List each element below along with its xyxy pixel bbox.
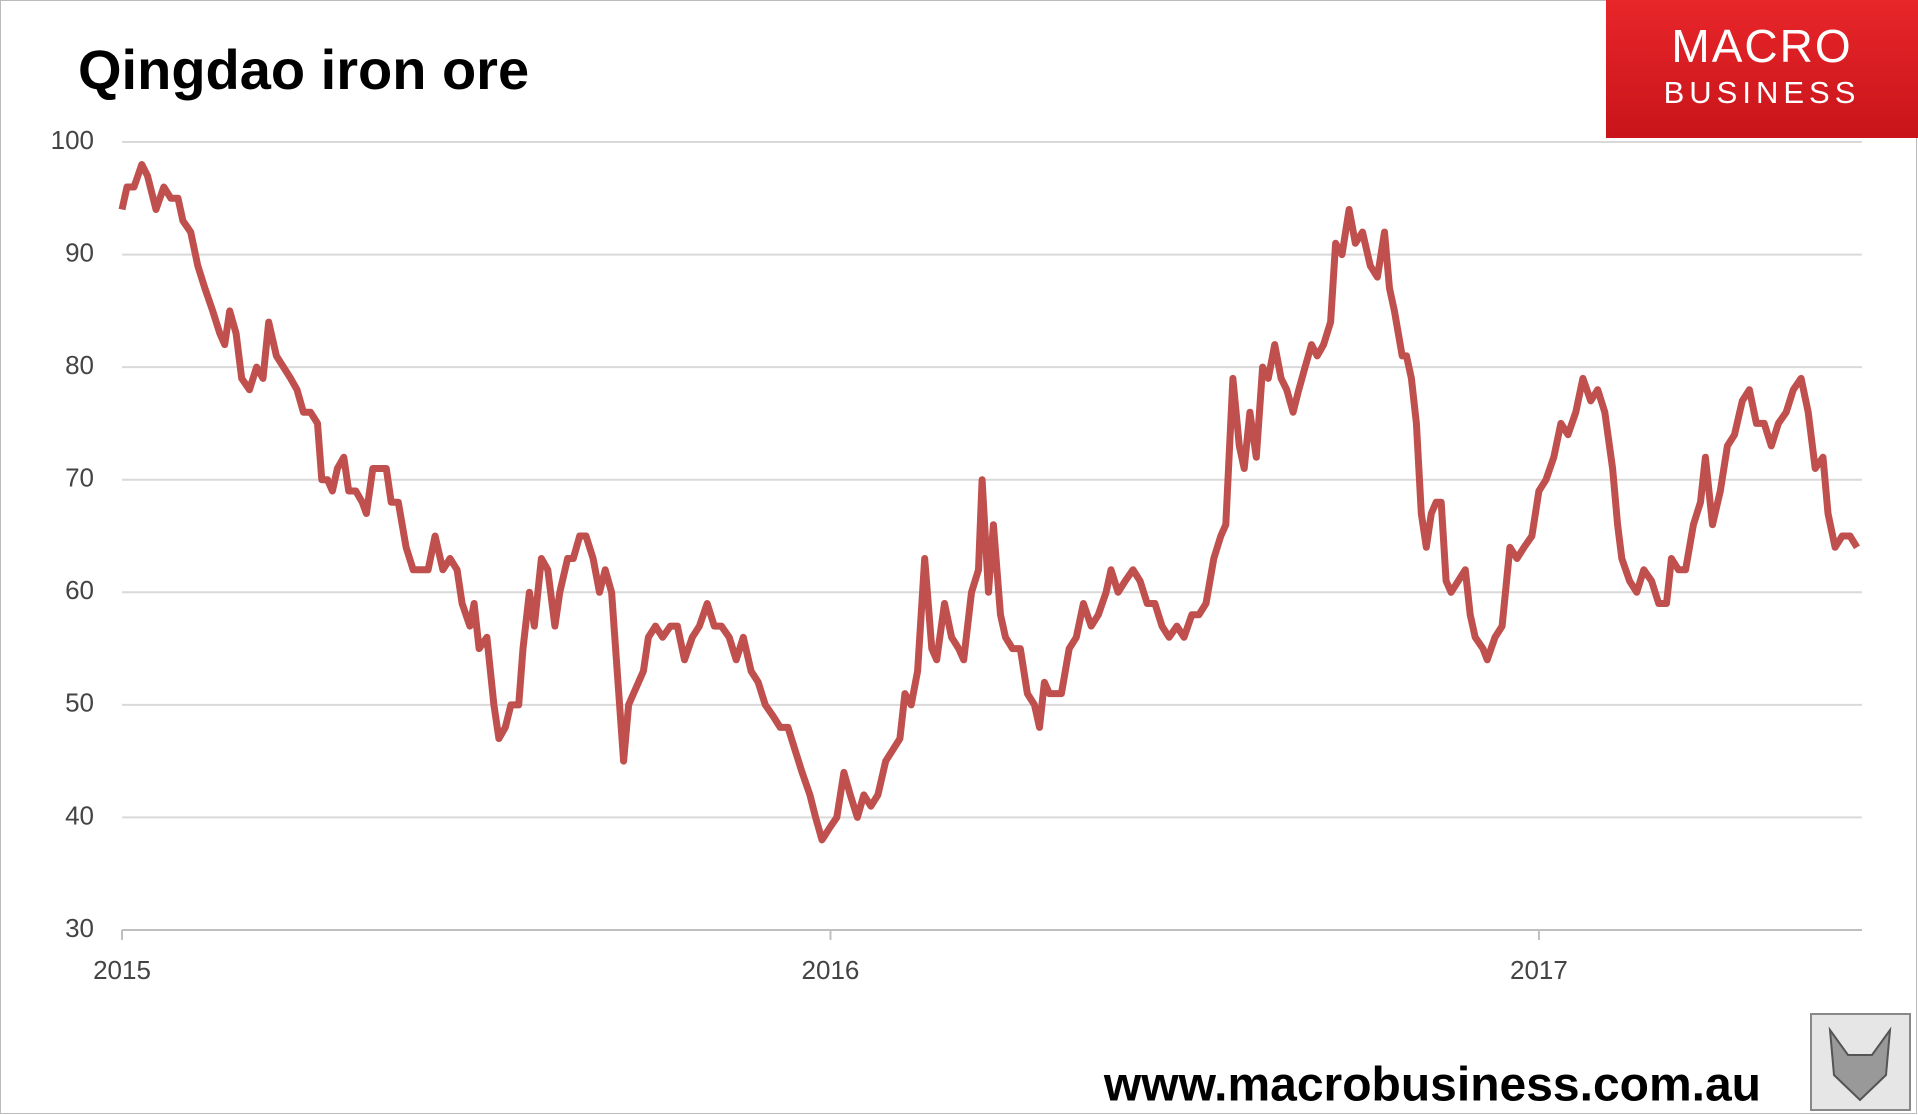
y-tick-label: 70 [65,463,94,493]
price-line [118,161,1860,844]
x-tick-label: 2015 [93,955,151,985]
brand-logo [1606,0,1918,138]
y-tick-label: 80 [65,350,94,380]
y-tick-label: 60 [65,575,94,605]
chart-title: Qingdao iron ore [78,38,529,101]
brand-line1: MACRO [1671,20,1852,72]
y-tick-label: 30 [65,913,94,943]
y-tick-label: 90 [65,237,94,267]
footer-url: www.macrobusiness.com.au [1103,1059,1761,1112]
y-tick-label: 40 [65,800,94,830]
y-tick-label: 100 [51,125,94,155]
x-tick-label: 2016 [802,955,860,985]
y-tick-label: 50 [65,688,94,718]
x-tick-label: 2017 [1510,955,1568,985]
fox-face [1828,1026,1892,1102]
brand-line2: BUSINESS [1664,75,1861,110]
